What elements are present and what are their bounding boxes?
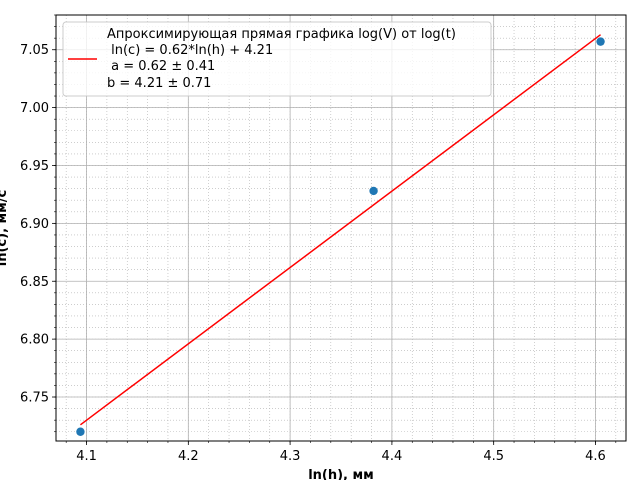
legend-text-a: a = 0.62 ± 0.41 [107, 59, 215, 74]
tick-labels: 4.1 4.2 4.3 4.4 4.5 4.6 6.75 6.80 6.85 6.90 6.95 7.… [20, 43, 606, 464]
data-point [76, 427, 85, 436]
data-point [369, 186, 378, 196]
legend: Апроксимирующая прямая графика log(V) от… [62, 21, 492, 97]
x-tick-label: 4.6 [585, 449, 606, 464]
plot-frame [55, 14, 627, 442]
legend-text-equation: ln(c) = 0.62*ln(h) + 4.21 [107, 43, 273, 58]
fit-line [79, 34, 602, 426]
legend-text-b: b = 4.21 ± 0.71 [107, 76, 211, 91]
y-tick-label: 6.85 [20, 275, 49, 290]
data-point [596, 37, 605, 46]
y-tick-label: 7.05 [20, 43, 49, 58]
x-tick-label: 4.1 [76, 449, 97, 464]
legend-text-title: Апроксимирующая прямая графика log(V) от… [107, 27, 456, 42]
y-tick-label: 6.80 [20, 333, 49, 348]
y-tick-label: 6.90 [20, 217, 49, 232]
x-tick-label: 4.4 [382, 449, 403, 464]
data-series [76, 34, 605, 436]
x-tick-label: 4.3 [280, 449, 301, 464]
x-tick-label: 4.5 [483, 449, 504, 464]
y-axis-label: ln(c), мм/с [0, 190, 10, 266]
legend-box [62, 21, 492, 97]
y-tick-label: 7.00 [20, 101, 49, 116]
x-axis-label: ln(h), мм [308, 468, 374, 480]
axis-ticks [52, 14, 617, 445]
y-tick-label: 6.95 [20, 159, 49, 174]
y-tick-label: 6.75 [20, 391, 49, 406]
x-tick-label: 4.2 [178, 449, 199, 464]
